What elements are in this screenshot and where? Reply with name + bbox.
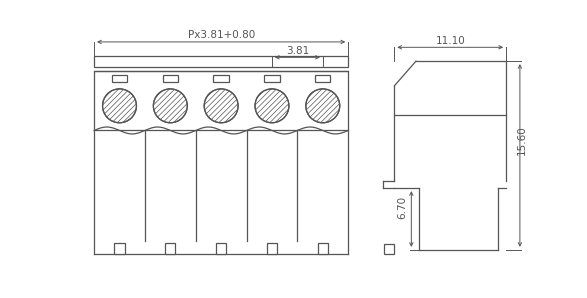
Text: 3.81: 3.81 <box>286 46 309 56</box>
Bar <box>166 243 176 254</box>
Bar <box>267 243 277 254</box>
Bar <box>214 75 229 82</box>
Bar <box>94 56 348 66</box>
Circle shape <box>103 89 136 123</box>
Bar <box>318 243 328 254</box>
Bar <box>384 244 394 254</box>
Text: 11.10: 11.10 <box>436 36 465 46</box>
Text: 6.70: 6.70 <box>397 196 407 219</box>
Circle shape <box>204 89 238 123</box>
Text: 15.60: 15.60 <box>517 126 527 156</box>
Circle shape <box>153 89 187 123</box>
Bar <box>315 75 330 82</box>
Bar <box>163 75 178 82</box>
Circle shape <box>306 89 340 123</box>
Bar <box>264 75 279 82</box>
Bar <box>216 243 226 254</box>
Bar <box>94 71 348 131</box>
Bar <box>114 243 124 254</box>
Circle shape <box>255 89 289 123</box>
Text: Px3.81+0.80: Px3.81+0.80 <box>187 30 255 41</box>
Bar <box>112 75 127 82</box>
